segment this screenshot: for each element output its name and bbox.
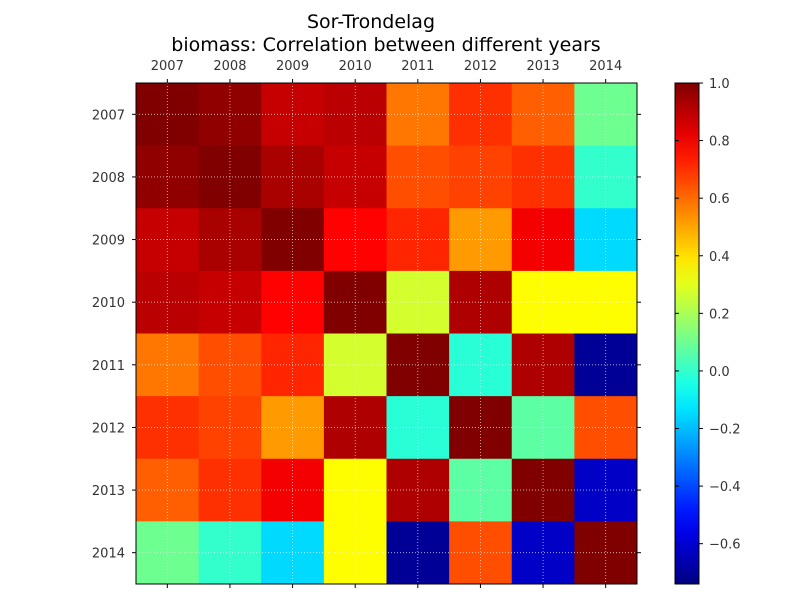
heatmap-cell [136, 521, 200, 585]
chart-title: Sor-Trondelag [307, 11, 435, 33]
heatmap-cell [198, 83, 262, 147]
colorbar-tick-label: −0.6 [709, 538, 741, 553]
y-tick-label: 2009 [92, 234, 125, 249]
heatmap-cell [449, 83, 513, 147]
y-tick-label: 2010 [92, 296, 125, 311]
x-tick-label: 2009 [276, 59, 309, 74]
x-tick-label: 2013 [527, 59, 560, 74]
heatmap-cell [449, 145, 513, 209]
colorbar: 1.0 0.8 0.6 0.4 0.2 0.0 −0.2 −0.4 −0.6 [674, 77, 741, 585]
colorbar-tick-label: −0.4 [709, 480, 741, 495]
colorbar-tick-label: −0.2 [709, 423, 741, 438]
x-tick-label: 2012 [464, 59, 497, 74]
y-tick-label: 2014 [92, 547, 125, 562]
heatmap-cell [136, 83, 200, 147]
x-tick-label: 2010 [339, 59, 372, 74]
heatmap-cell [574, 83, 638, 147]
colorbar-tick-label: 0.6 [709, 192, 730, 207]
colorbar-tick-label: 0.0 [709, 365, 730, 380]
y-tick-label: 2012 [92, 421, 125, 436]
heatmap-cell [198, 396, 262, 460]
heatmap-cell [574, 396, 638, 460]
y-tick-label: 2011 [92, 359, 125, 374]
chart-subtitle: biomass: Correlation between different y… [171, 34, 600, 56]
heatmap-cell [198, 145, 262, 209]
heatmap-cell [511, 145, 575, 209]
heatmap-cell [198, 521, 262, 585]
heatmap-cell [511, 521, 575, 585]
heatmap-cell [574, 521, 638, 585]
y-tick-label: 2013 [92, 484, 125, 499]
x-tick-label: 2011 [401, 59, 434, 74]
axis-ticks: 2007 2007 2008 2008 2009 2009 2010 2010 2011 2011… [92, 59, 641, 588]
heatmap-cell [511, 396, 575, 460]
heatmap-cell [511, 83, 575, 147]
heatmap-cell [449, 458, 513, 522]
x-tick-label: 2007 [151, 59, 184, 74]
heatmap-cell [511, 458, 575, 522]
heatmap-cells [136, 83, 638, 585]
heatmap-cell [449, 396, 513, 460]
heatmap-cell [574, 145, 638, 209]
heatmap-cell [574, 458, 638, 522]
plot-frame [135, 82, 638, 585]
y-tick-label: 2008 [92, 171, 125, 186]
y-tick-label: 2007 [92, 108, 125, 123]
colorbar-tick-label: 0.8 [709, 135, 730, 150]
colorbar-tick-label: 0.4 [709, 250, 730, 265]
colorbar-gradient [674, 82, 700, 585]
colorbar-tick-label: 1.0 [709, 77, 730, 92]
heatmap-cell [136, 145, 200, 209]
grid-lines [136, 83, 637, 584]
heatmap-cell [136, 396, 200, 460]
colorbar-tick-label: 0.2 [709, 307, 730, 322]
heatmap-cell [136, 458, 200, 522]
heatmap-cell [449, 521, 513, 585]
x-tick-label: 2008 [213, 59, 246, 74]
x-tick-label: 2014 [589, 59, 622, 74]
heatmap-cell [198, 458, 262, 522]
